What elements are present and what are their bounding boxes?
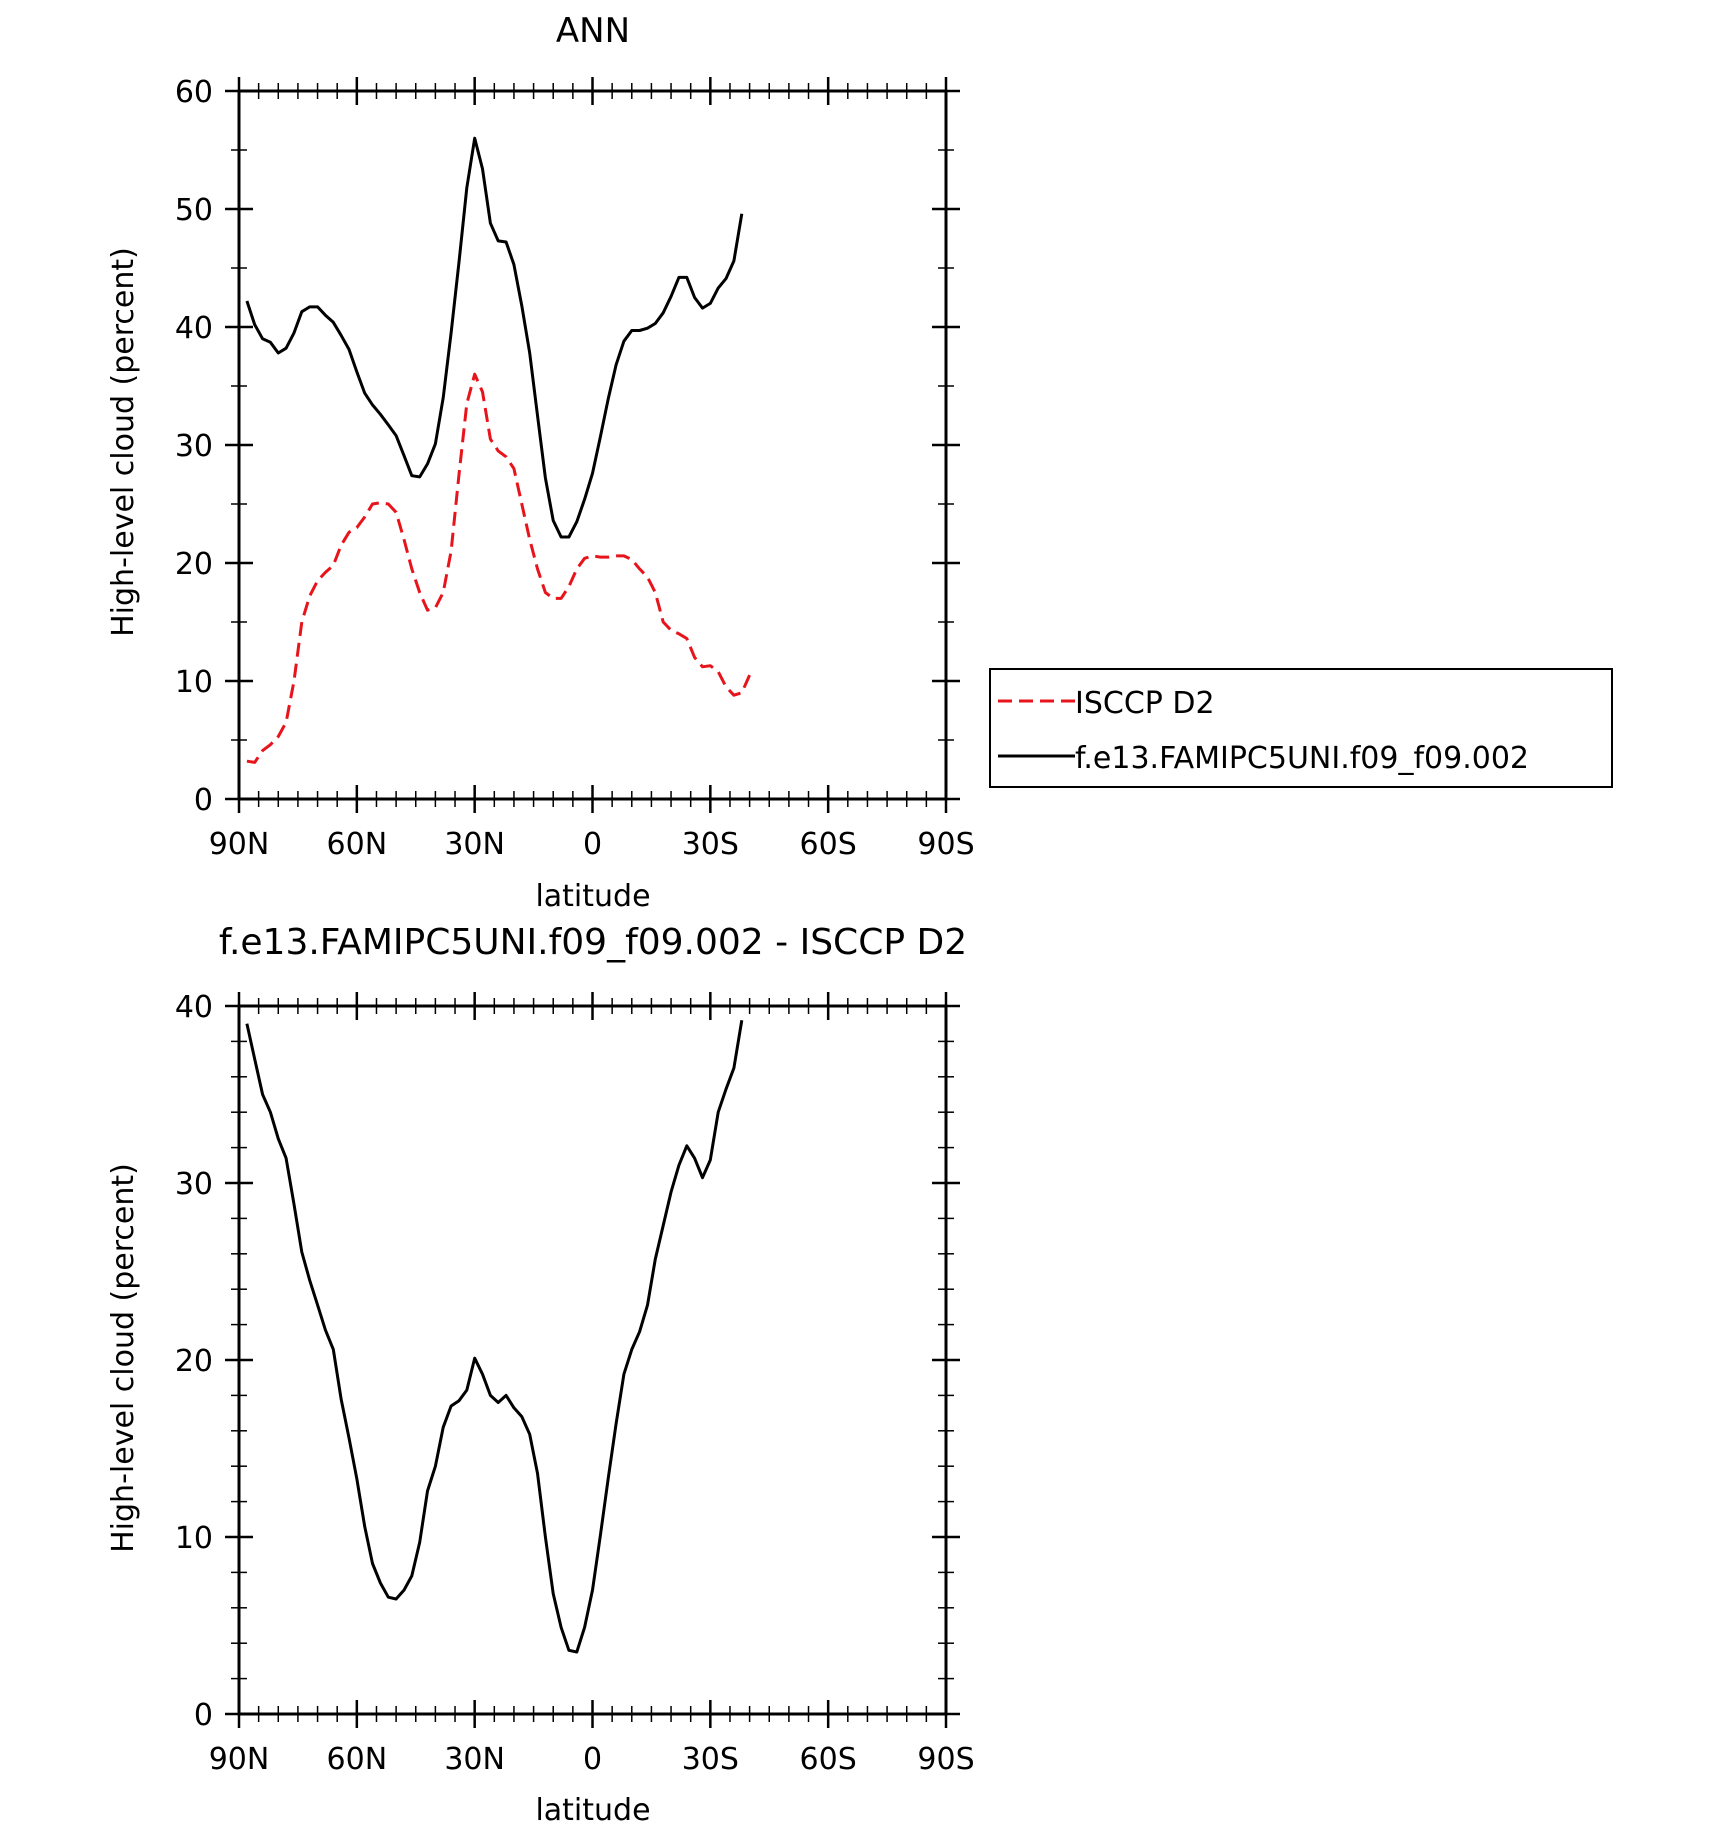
x-tick-label: 30S xyxy=(682,1742,739,1777)
y-tick-label: 40 xyxy=(175,990,213,1025)
bottom-chart-plot-area xyxy=(245,1019,744,1654)
legend: ISCCP D2 f.e13.FAMIPC5UNI.f09_f09.002 xyxy=(989,668,1613,788)
top-chart-panel: ANN High-level cloud (percent) latitude … xyxy=(106,11,1613,914)
x-tick-label: 30N xyxy=(444,827,505,862)
top-chart-title: ANN xyxy=(556,11,630,51)
top-chart-y-axis-label: High-level cloud (percent) xyxy=(106,247,141,637)
top-chart-x-axis-label: latitude xyxy=(535,879,650,914)
y-tick-label: 50 xyxy=(175,193,213,228)
x-tick-label: 60N xyxy=(327,827,388,862)
x-tick-label: 90N xyxy=(209,1742,270,1777)
y-tick-label: 0 xyxy=(194,1698,213,1733)
plot-frame xyxy=(237,1004,948,1716)
x-tick-label: 60S xyxy=(800,827,857,862)
bottom-chart-title: f.e13.FAMIPC5UNI.f09_f09.002 - ISCCP D2 xyxy=(219,922,967,963)
y-tick-label: 10 xyxy=(175,665,213,700)
bottom-chart-axes: 0 10 20 30 40 90N 60N 30N 0 30S 60S 90S xyxy=(175,990,975,1777)
y-tick-label: 30 xyxy=(175,429,213,464)
x-tick-label: 60N xyxy=(327,1742,388,1777)
series-line-difference xyxy=(245,1019,744,1654)
legend-box xyxy=(989,668,1613,788)
x-tick-label: 0 xyxy=(583,1742,602,1777)
legend-entry-isccp: ISCCP D2 xyxy=(1075,686,1215,721)
x-tick-label: 90N xyxy=(209,827,270,862)
top-chart-plot-area xyxy=(245,136,751,764)
top-chart-axes: 0 10 20 30 40 50 60 90N 60N 30N 0 30S 60S 90S xyxy=(175,75,975,862)
x-tick-label: 30N xyxy=(444,1742,505,1777)
y-tick-label: 60 xyxy=(175,75,213,110)
x-tick-label: 30S xyxy=(682,827,739,862)
y-tick-label: 20 xyxy=(175,1344,213,1379)
bottom-chart-x-axis-label: latitude xyxy=(535,1793,650,1822)
series-line-isccp-d2 xyxy=(246,372,751,764)
plot-frame xyxy=(237,89,948,801)
x-tick-label: 0 xyxy=(583,827,602,862)
series-line-f-e13-famipc5uni-f09-f09-002 xyxy=(245,136,744,539)
y-tick-label: 30 xyxy=(175,1167,213,1202)
y-tick-label: 10 xyxy=(175,1521,213,1556)
y-tick-label: 20 xyxy=(175,547,213,582)
bottom-chart-panel: f.e13.FAMIPC5UNI.f09_f09.002 - ISCCP D2 … xyxy=(106,922,975,1822)
x-tick-label: 90S xyxy=(917,1742,974,1777)
y-tick-label: 0 xyxy=(194,783,213,818)
y-tick-label: 40 xyxy=(175,311,213,346)
x-tick-label: 60S xyxy=(800,1742,857,1777)
legend-entry-model: f.e13.FAMIPC5UNI.f09_f09.002 xyxy=(1075,741,1529,776)
bottom-chart-y-axis-label: High-level cloud (percent) xyxy=(106,1163,141,1553)
x-tick-label: 90S xyxy=(917,827,974,862)
